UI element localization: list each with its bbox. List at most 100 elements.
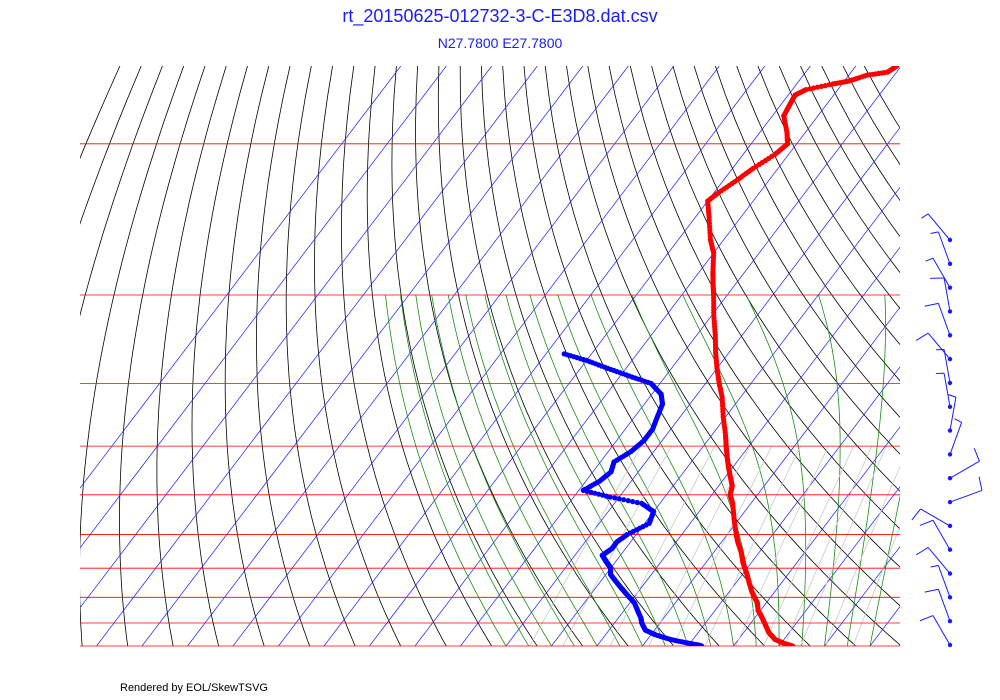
mixing-ratio-line <box>529 446 642 646</box>
dewpoint-point <box>561 351 567 357</box>
wind-barb-shaft <box>949 489 983 503</box>
temperature-point <box>822 83 828 89</box>
wind-barb <box>919 615 953 648</box>
temperature-point <box>815 84 821 90</box>
dry-adiabat <box>544 66 856 646</box>
wind-barb <box>947 476 983 505</box>
isotherm <box>278 66 720 646</box>
wind-barb <box>924 302 953 338</box>
dry-adiabat <box>80 66 163 317</box>
wind-barb-shaft <box>943 349 951 384</box>
wind-barb-feather <box>924 588 939 593</box>
dry-adiabat <box>119 66 206 646</box>
wind-barb-station <box>947 356 953 362</box>
dry-adiabat <box>314 66 402 646</box>
wind-barb-station <box>947 380 953 386</box>
wind-barb-station <box>947 428 953 433</box>
dry-adiabat <box>437 66 629 646</box>
wind-barb-station <box>947 404 953 409</box>
wind-barb-shaft <box>932 520 951 550</box>
wind-barb-station <box>947 333 953 338</box>
wind-barb <box>924 588 953 624</box>
wind-barb-shaft <box>937 565 951 598</box>
dry-adiabat <box>651 66 900 492</box>
dewpoint-point <box>616 496 622 502</box>
dry-adiabat <box>608 66 900 568</box>
dewpoint-point <box>625 498 631 504</box>
dry-adiabat <box>672 66 900 455</box>
wind-barb-shaft <box>949 460 980 479</box>
wind-barb-shaft <box>937 589 951 622</box>
wind-barb <box>915 332 953 362</box>
wind-barb-feather <box>973 448 980 462</box>
wind-barb-station <box>947 452 953 457</box>
wind-barb <box>925 257 953 290</box>
wind-barb-feather <box>925 257 934 262</box>
mixing-ratio-line <box>763 446 854 646</box>
isotherm <box>232 66 675 646</box>
wind-barb-shaft <box>949 397 957 431</box>
dry-adiabat <box>366 66 493 646</box>
wind-barb-feather <box>930 564 939 568</box>
wind-barb-station <box>947 547 953 552</box>
dewpoint-point <box>588 489 594 495</box>
dry-adiabat <box>736 66 900 346</box>
isotherm <box>733 426 900 646</box>
wind-barb-shaft <box>927 332 951 360</box>
dewpoint-point <box>634 499 640 506</box>
dry-adiabat <box>285 66 356 646</box>
wind-barb-feather <box>948 394 957 398</box>
dewpoint-point <box>621 497 627 503</box>
isotherm <box>141 66 584 646</box>
wind-barb-station <box>947 261 953 267</box>
dry-adiabat <box>80 66 185 646</box>
dry-adiabat <box>459 66 675 646</box>
wind-barb <box>930 277 953 314</box>
wind-barb <box>930 564 953 600</box>
footer-credit: Rendered by EOL/SkewTSVG <box>120 682 268 694</box>
isotherm <box>187 66 629 646</box>
chart-subtitle: N27.7800 E27.7800 <box>437 35 563 51</box>
wind-barb <box>930 231 953 267</box>
mixing-ratio-line <box>562 446 672 646</box>
dry-adiabat <box>778 66 900 274</box>
temperature-point <box>803 87 809 93</box>
moist-adiabat <box>557 294 712 646</box>
wind-barb-feather <box>915 332 929 341</box>
wind-barb <box>947 418 963 457</box>
wind-barb-station <box>947 571 953 576</box>
isotherm <box>778 486 900 646</box>
isotherm <box>505 127 900 646</box>
isotherm <box>460 67 900 646</box>
wind-barb-shaft <box>937 303 951 336</box>
dewpoint-point <box>630 499 636 505</box>
wind-barb <box>911 508 953 529</box>
wind-barb-shaft <box>943 373 951 407</box>
wind-barb-feather <box>924 302 939 307</box>
wind-barb <box>919 519 953 552</box>
mixing-ratio-line <box>672 446 773 646</box>
dry-adiabat <box>224 66 270 646</box>
wind-barb <box>936 372 953 409</box>
mixing-ratio-line <box>648 446 751 646</box>
wind-barb <box>947 394 957 433</box>
wind-barb <box>936 348 953 386</box>
isotherm <box>596 246 900 646</box>
temperature-point <box>811 85 817 91</box>
temperature-point <box>826 82 832 88</box>
wind-barb <box>921 213 953 243</box>
wind-barb-feather <box>919 615 934 622</box>
isotherm <box>80 66 402 489</box>
isotherm <box>916 66 1000 646</box>
wind-barb-shaft <box>927 547 951 574</box>
dewpoint-point <box>639 500 645 506</box>
dry-adiabat <box>341 66 447 646</box>
wind-barb-feather <box>921 213 929 219</box>
isotherm <box>551 186 900 646</box>
wind-barb-feather <box>954 418 962 423</box>
wind-barb-station <box>947 523 953 529</box>
chart-title: rt_20150625-012732-3-C-E3D8.dat.csv <box>342 6 658 26</box>
wind-barb-feather <box>978 476 983 491</box>
isotherm <box>80 66 447 549</box>
wind-barb-shaft <box>949 422 963 455</box>
